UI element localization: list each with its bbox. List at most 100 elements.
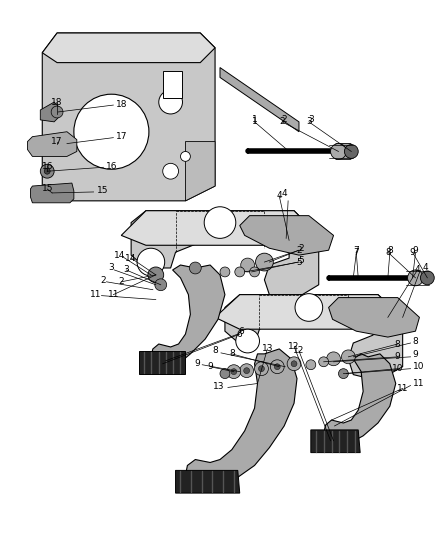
Polygon shape <box>30 183 74 203</box>
Text: 4: 4 <box>281 189 286 198</box>
Circle shape <box>155 279 166 290</box>
Polygon shape <box>219 68 298 132</box>
Circle shape <box>289 230 308 250</box>
Text: 2: 2 <box>279 117 284 126</box>
Circle shape <box>189 262 201 274</box>
Text: 4: 4 <box>421 263 427 272</box>
Text: 9: 9 <box>394 352 400 361</box>
Text: 13: 13 <box>261 344 272 353</box>
Circle shape <box>162 163 178 179</box>
Text: 1: 1 <box>251 117 257 126</box>
Text: 5: 5 <box>296 257 301 266</box>
Polygon shape <box>328 297 418 337</box>
Text: 3: 3 <box>123 265 129 274</box>
Text: 11: 11 <box>90 290 101 299</box>
Text: 3: 3 <box>108 263 114 272</box>
Text: 2: 2 <box>118 277 124 286</box>
Text: 7: 7 <box>353 246 358 255</box>
Polygon shape <box>215 295 402 329</box>
Circle shape <box>243 368 249 374</box>
Polygon shape <box>151 265 224 367</box>
Circle shape <box>406 270 422 286</box>
Circle shape <box>294 294 322 321</box>
Circle shape <box>290 361 297 367</box>
Text: 3: 3 <box>307 115 313 124</box>
Text: 2: 2 <box>281 115 286 124</box>
Circle shape <box>219 369 230 378</box>
Text: 8: 8 <box>212 346 218 356</box>
Text: 18: 18 <box>51 98 63 107</box>
Circle shape <box>230 369 236 375</box>
Circle shape <box>74 94 148 169</box>
Circle shape <box>234 267 244 277</box>
Text: 16: 16 <box>106 162 118 171</box>
Text: 4: 4 <box>414 265 419 274</box>
Circle shape <box>219 267 230 277</box>
Text: 10: 10 <box>391 364 403 373</box>
Circle shape <box>305 360 315 370</box>
Text: 3: 3 <box>305 117 311 126</box>
Circle shape <box>204 207 235 238</box>
Text: 17: 17 <box>51 137 63 146</box>
Polygon shape <box>239 216 333 255</box>
Circle shape <box>235 329 259 353</box>
Text: 8: 8 <box>394 340 400 349</box>
Circle shape <box>180 151 190 161</box>
Text: 12: 12 <box>288 343 299 351</box>
Text: 14: 14 <box>113 251 125 260</box>
Circle shape <box>239 364 253 377</box>
Polygon shape <box>323 354 395 445</box>
Text: 8: 8 <box>412 336 417 345</box>
Text: 11: 11 <box>412 379 423 388</box>
Polygon shape <box>139 351 185 374</box>
Circle shape <box>226 365 240 378</box>
Polygon shape <box>28 132 77 156</box>
Text: 11: 11 <box>107 290 119 299</box>
Circle shape <box>40 164 54 178</box>
Circle shape <box>254 362 268 376</box>
Text: 9: 9 <box>207 362 212 371</box>
Circle shape <box>159 90 182 114</box>
Text: 14: 14 <box>125 254 137 263</box>
Text: 18: 18 <box>116 100 127 109</box>
Bar <box>162 70 182 98</box>
Circle shape <box>137 248 164 276</box>
Circle shape <box>338 369 348 378</box>
Polygon shape <box>185 349 297 487</box>
Circle shape <box>270 360 283 374</box>
Polygon shape <box>310 430 359 453</box>
Circle shape <box>240 258 254 272</box>
Text: 10: 10 <box>412 362 423 371</box>
Text: 9: 9 <box>412 350 417 359</box>
Circle shape <box>341 350 354 364</box>
Polygon shape <box>224 295 402 381</box>
Polygon shape <box>40 102 60 122</box>
Polygon shape <box>131 211 318 300</box>
Text: 2: 2 <box>296 246 301 255</box>
Text: 5: 5 <box>297 256 303 264</box>
Text: 12: 12 <box>293 346 304 356</box>
Text: 17: 17 <box>116 132 127 141</box>
Polygon shape <box>185 142 215 201</box>
Circle shape <box>255 253 273 271</box>
Circle shape <box>326 352 340 366</box>
Circle shape <box>286 357 300 370</box>
Text: 2: 2 <box>297 244 303 253</box>
Polygon shape <box>121 211 318 245</box>
Text: 8: 8 <box>386 246 392 255</box>
FancyBboxPatch shape <box>335 143 350 159</box>
Circle shape <box>249 267 259 277</box>
Circle shape <box>274 364 279 370</box>
Text: 9: 9 <box>409 248 414 257</box>
Polygon shape <box>42 33 215 201</box>
Circle shape <box>330 143 346 159</box>
Polygon shape <box>175 471 239 493</box>
Polygon shape <box>42 33 215 62</box>
Circle shape <box>375 310 391 325</box>
Text: 13: 13 <box>213 382 224 391</box>
Text: 15: 15 <box>96 187 108 196</box>
Circle shape <box>258 366 264 372</box>
Text: 1: 1 <box>251 115 257 124</box>
Text: 6: 6 <box>238 327 244 336</box>
Circle shape <box>44 168 50 174</box>
